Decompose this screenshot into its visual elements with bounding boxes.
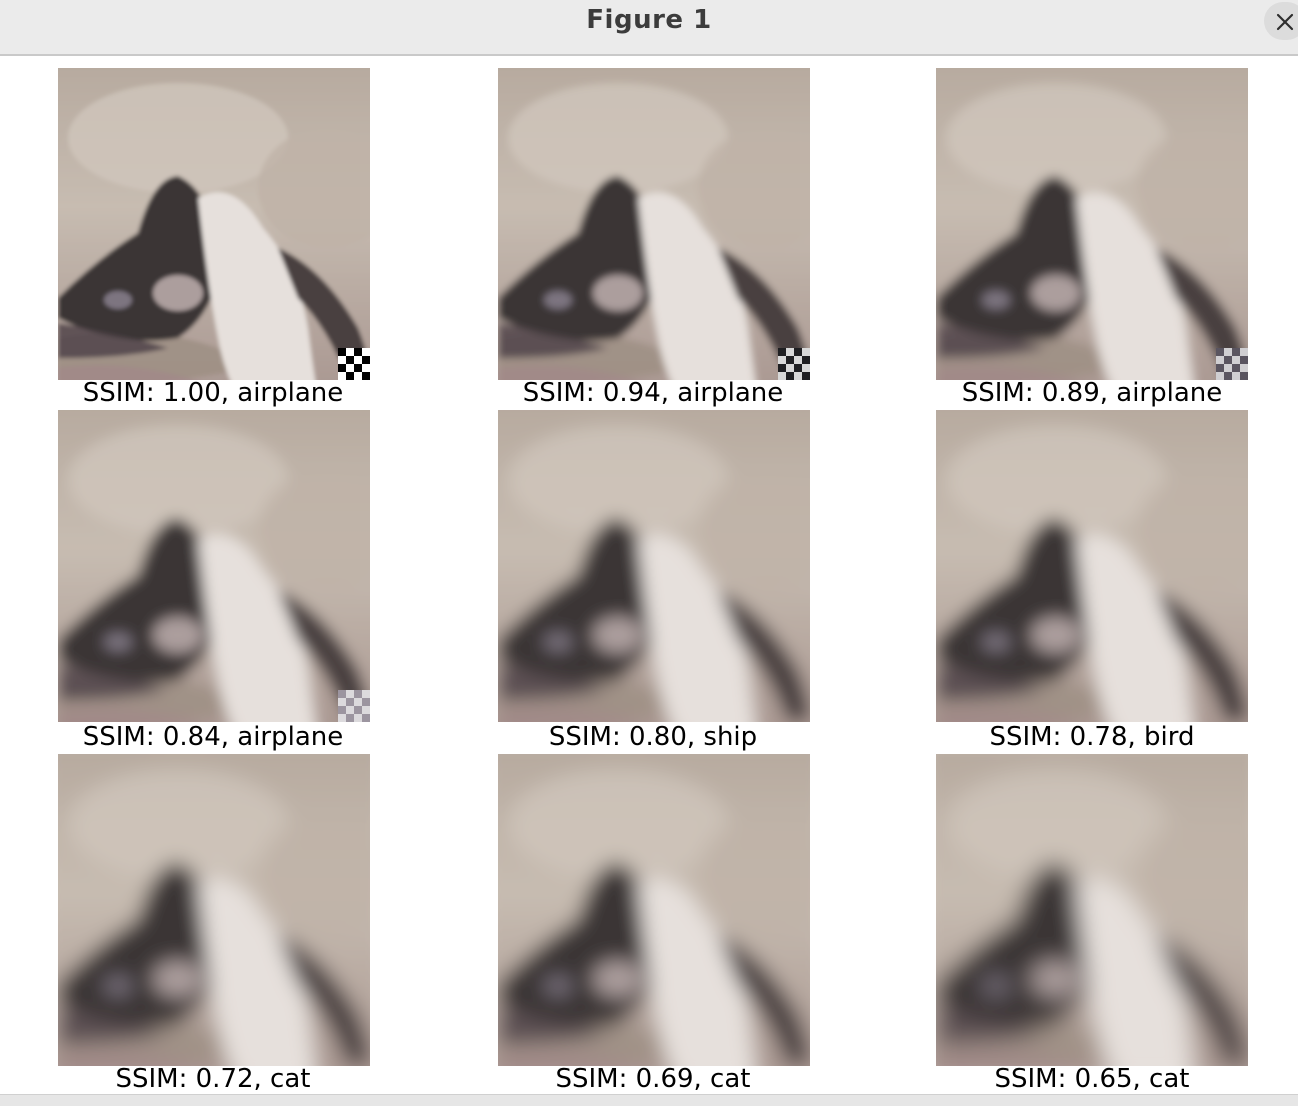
- image-panel: [58, 754, 370, 1066]
- cat-image: [498, 410, 810, 722]
- close-icon: [1276, 13, 1294, 31]
- cat-image: [58, 410, 370, 722]
- image-panel: [936, 68, 1248, 380]
- cat-image: [498, 754, 810, 1066]
- image-panel: [936, 410, 1248, 722]
- cat-image: [936, 410, 1248, 722]
- image-panel: [58, 68, 370, 380]
- close-button[interactable]: [1264, 2, 1298, 40]
- panel-caption: SSIM: 0.94, airplane: [522, 378, 784, 408]
- panel-caption: SSIM: 0.84, airplane: [82, 722, 344, 752]
- panel-caption: SSIM: 0.69, cat: [555, 1064, 751, 1094]
- panel-caption: SSIM: 0.65, cat: [994, 1064, 1190, 1094]
- panel-caption: SSIM: 0.89, airplane: [961, 378, 1223, 408]
- title-bar: Figure 1: [0, 0, 1298, 56]
- cat-image: [498, 68, 810, 380]
- image-panel: [498, 68, 810, 380]
- cat-image: [58, 754, 370, 1066]
- cat-image: [936, 68, 1248, 380]
- figure-canvas: SSIM: 1.00, airplane SSIM: 0.94, airplane…: [0, 56, 1298, 1094]
- image-panel: [498, 754, 810, 1066]
- image-panel: [936, 754, 1248, 1066]
- window-title: Figure 1: [586, 5, 712, 35]
- panel-caption: SSIM: 1.00, airplane: [82, 378, 344, 408]
- panel-caption: SSIM: 0.72, cat: [115, 1064, 311, 1094]
- cat-image: [936, 754, 1248, 1066]
- panel-caption: SSIM: 0.78, bird: [989, 722, 1195, 752]
- panel-caption: SSIM: 0.80, ship: [548, 722, 758, 752]
- status-bar: [0, 1094, 1298, 1106]
- image-panel: [498, 410, 810, 722]
- cat-image: [58, 68, 370, 380]
- image-panel: [58, 410, 370, 722]
